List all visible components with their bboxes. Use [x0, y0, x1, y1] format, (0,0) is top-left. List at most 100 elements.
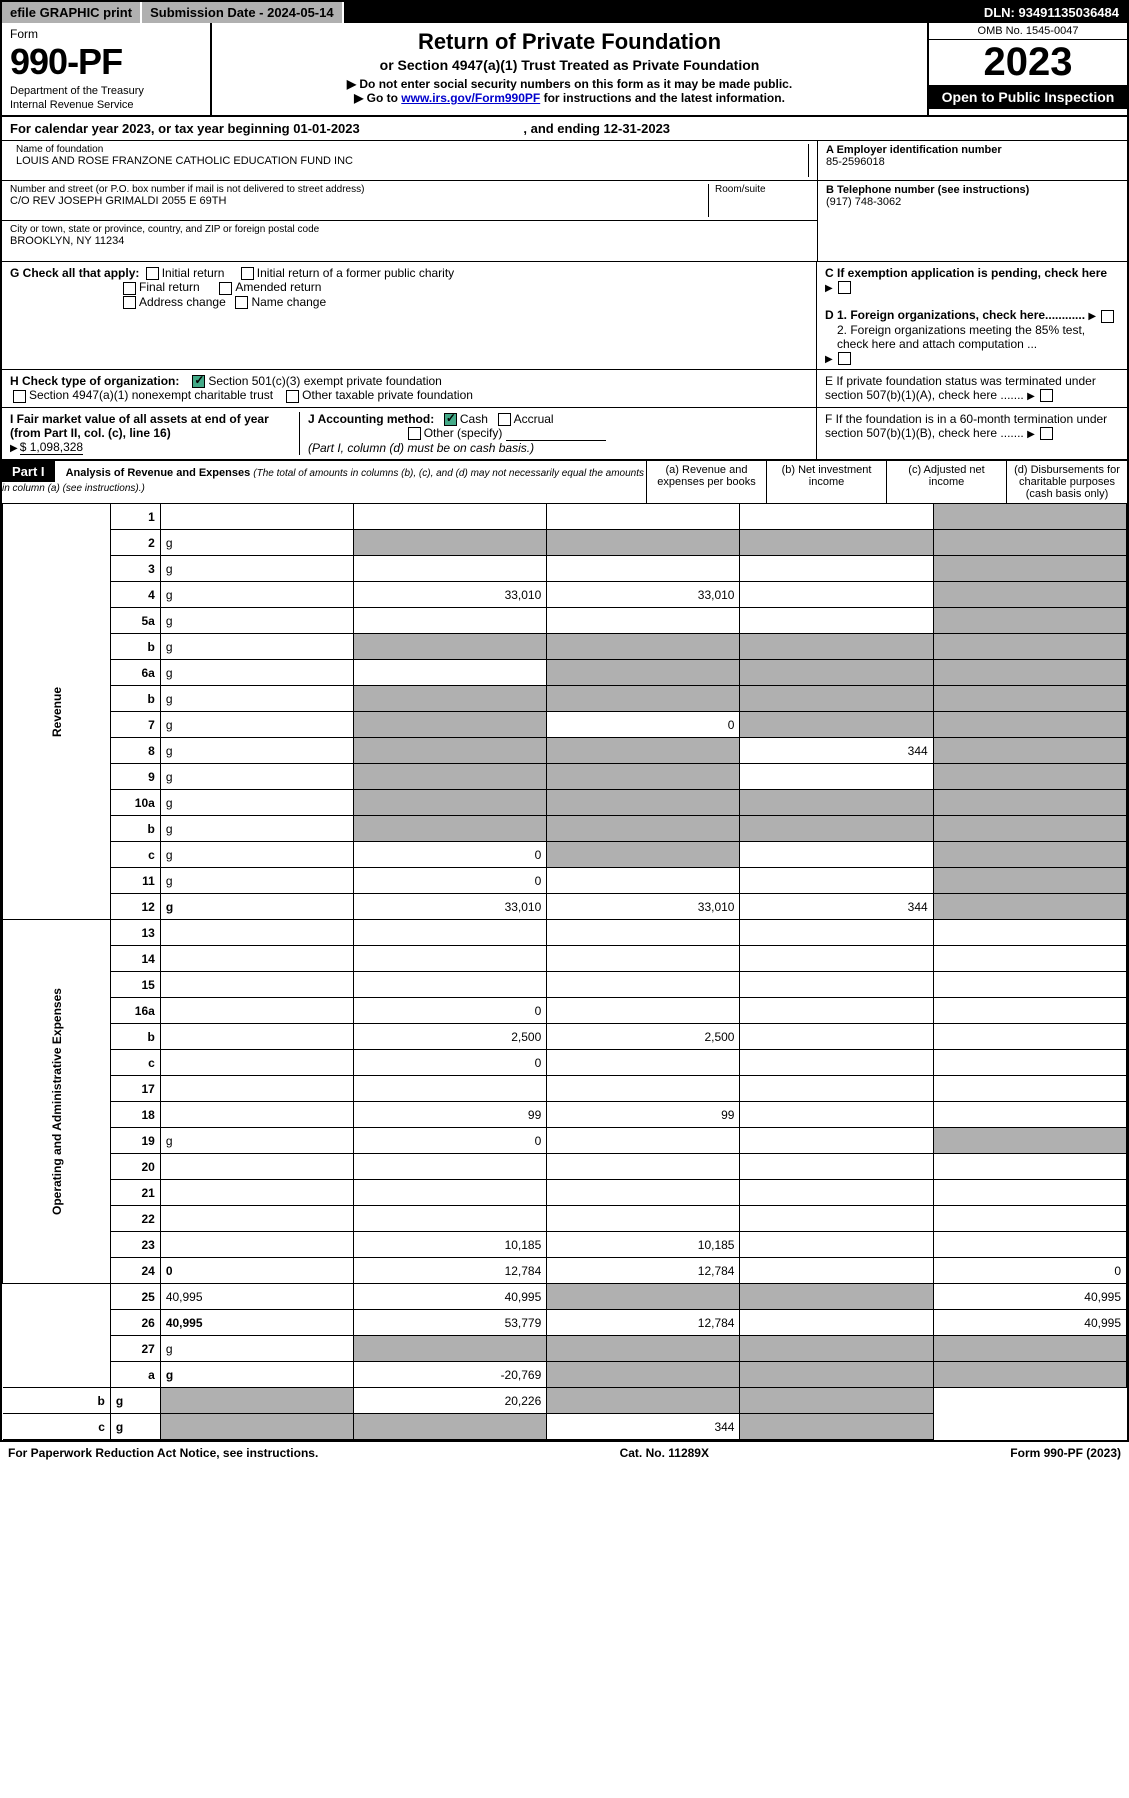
- table-row: 24012,78412,7840: [3, 1258, 1127, 1284]
- name-label: Name of foundation: [16, 144, 802, 155]
- analysis-table: Revenue12g3g4g33,01033,0105agbg6agbg7g08…: [2, 504, 1127, 1441]
- cell-a: [354, 1154, 547, 1180]
- table-row: 21: [3, 1180, 1127, 1206]
- cb-cash[interactable]: [444, 413, 457, 426]
- irs-label: Internal Revenue Service: [10, 99, 202, 111]
- line-description: [160, 1154, 353, 1180]
- efile-label[interactable]: efile GRAPHIC print: [2, 2, 142, 23]
- line-description: 0: [160, 1258, 353, 1284]
- cell-b: 0: [547, 712, 740, 738]
- top-bar: efile GRAPHIC print Submission Date - 20…: [2, 2, 1127, 23]
- street-address: C/O REV JOSEPH GRIMALDI 2055 E 69TH: [10, 195, 702, 207]
- cb-foreign-org[interactable]: [1101, 310, 1114, 323]
- line-description: g: [160, 530, 353, 556]
- cb-other-taxable[interactable]: [286, 390, 299, 403]
- cb-initial-return[interactable]: [146, 267, 159, 280]
- line-description: [160, 504, 353, 530]
- cell-d: [933, 1076, 1126, 1102]
- cb-address-change[interactable]: [123, 296, 136, 309]
- spacer: [3, 1284, 111, 1388]
- cell-c: [740, 1362, 933, 1388]
- cell-c: [740, 712, 933, 738]
- cell-b: [547, 634, 740, 660]
- cb-amended[interactable]: [219, 282, 232, 295]
- cell-c: [740, 1076, 933, 1102]
- line-description: g: [160, 712, 353, 738]
- section-h: H Check type of organization: Section 50…: [2, 370, 817, 407]
- paperwork-notice: For Paperwork Reduction Act Notice, see …: [8, 1446, 318, 1460]
- cell-c: [740, 1180, 933, 1206]
- cell-c: [740, 582, 933, 608]
- cb-other-method[interactable]: [408, 427, 421, 440]
- page-footer: For Paperwork Reduction Act Notice, see …: [0, 1442, 1129, 1464]
- line-description: g: [160, 660, 353, 686]
- cell-b: 20,226: [354, 1388, 547, 1414]
- cell-a: 12,784: [354, 1258, 547, 1284]
- cb-foreign-85[interactable]: [838, 352, 851, 365]
- cb-4947a1[interactable]: [13, 390, 26, 403]
- line-number: 21: [110, 1180, 160, 1206]
- cell-d: [933, 764, 1126, 790]
- cb-status-terminated[interactable]: [1040, 389, 1053, 402]
- tel-value: (917) 748-3062: [826, 196, 901, 208]
- cell-b: 99: [547, 1102, 740, 1128]
- cell-d: [933, 1362, 1126, 1388]
- cell-a: [354, 660, 547, 686]
- line-number: b: [3, 1388, 111, 1414]
- cb-accrual[interactable]: [498, 413, 511, 426]
- cell-b: [547, 842, 740, 868]
- line-number: a: [110, 1362, 160, 1388]
- table-row: 20: [3, 1154, 1127, 1180]
- cell-d: [933, 712, 1126, 738]
- cell-b: [547, 998, 740, 1024]
- line-description: g: [160, 1362, 353, 1388]
- cb-exemption-pending[interactable]: [838, 281, 851, 294]
- cell-c: [740, 660, 933, 686]
- cell-d: 40,995: [933, 1310, 1126, 1336]
- addr-label: Number and street (or P.O. box number if…: [10, 184, 702, 195]
- cell-c: [740, 816, 933, 842]
- cell-c: [740, 1154, 933, 1180]
- cell-d: [933, 1102, 1126, 1128]
- cell-c: [740, 556, 933, 582]
- line-number: 3: [110, 556, 160, 582]
- cell-a: [354, 738, 547, 764]
- line-number: b: [110, 1024, 160, 1050]
- section-i: I Fair market value of all assets at end…: [10, 412, 300, 455]
- cell-a: [354, 530, 547, 556]
- table-row: 2310,18510,185: [3, 1232, 1127, 1258]
- cell-d: [933, 582, 1126, 608]
- table-row: 9g: [3, 764, 1127, 790]
- form-header: Form 990-PF Department of the Treasury I…: [2, 23, 1127, 117]
- cell-c: [740, 504, 933, 530]
- line-description: g: [160, 1336, 353, 1362]
- irs-link[interactable]: www.irs.gov/Form990PF: [401, 91, 540, 105]
- cell-c: [740, 1232, 933, 1258]
- cell-d: [933, 738, 1126, 764]
- cb-60month[interactable]: [1040, 427, 1053, 440]
- info-section: Name of foundation LOUIS AND ROSE FRANZO…: [2, 141, 1127, 262]
- cell-a: 53,779: [354, 1310, 547, 1336]
- line-description: [160, 1076, 353, 1102]
- table-row: cg0: [3, 842, 1127, 868]
- cb-501c3[interactable]: [192, 375, 205, 388]
- cb-initial-public[interactable]: [241, 267, 254, 280]
- cb-final-return[interactable]: [123, 282, 136, 295]
- cell-d: [933, 1050, 1126, 1076]
- cell-d: [933, 608, 1126, 634]
- table-row: 2g: [3, 530, 1127, 556]
- line-number: 24: [110, 1258, 160, 1284]
- cell-b: [547, 660, 740, 686]
- line-number: 14: [110, 946, 160, 972]
- cell-a: 33,010: [354, 894, 547, 920]
- cb-name-change[interactable]: [235, 296, 248, 309]
- line-number: 11: [110, 868, 160, 894]
- table-row: 22: [3, 1206, 1127, 1232]
- cell-c: [740, 1024, 933, 1050]
- line-description: 40,995: [160, 1284, 353, 1310]
- cell-c: 344: [740, 894, 933, 920]
- cell-d: [933, 842, 1126, 868]
- calendar-year-row: For calendar year 2023, or tax year begi…: [2, 117, 1127, 141]
- foundation-name: LOUIS AND ROSE FRANZONE CATHOLIC EDUCATI…: [16, 155, 802, 167]
- cell-a: 0: [354, 868, 547, 894]
